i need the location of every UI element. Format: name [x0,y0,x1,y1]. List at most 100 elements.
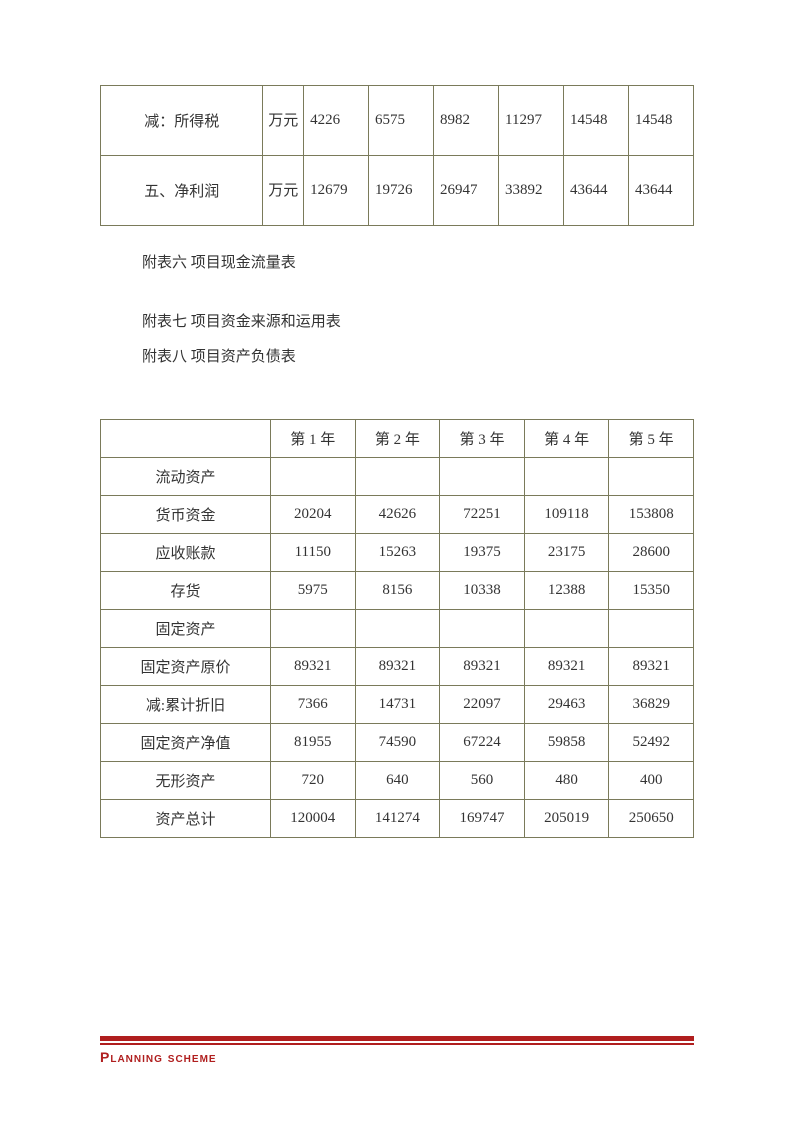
cell: 33892 [499,156,564,226]
table-row: 固定资产原价8932189321893218932189321 [101,648,694,686]
table-row: 流动资产 [101,458,694,496]
cell: 20204 [271,496,356,534]
col-header: 第 5 年 [609,420,694,458]
cell: 560 [440,762,525,800]
cell [440,458,525,496]
cell: 15263 [355,534,440,572]
caption-appendix-7: 附表七 项目资金来源和运用表 [142,309,694,336]
table-row: 应收账款1115015263193752317528600 [101,534,694,572]
page-footer: Planning scheme [100,1036,694,1065]
cell: 19726 [369,156,434,226]
cell: 52492 [609,724,694,762]
cell: 42626 [355,496,440,534]
cell: 22097 [440,686,525,724]
row-label: 固定资产净值 [101,724,271,762]
col-header: 第 2 年 [355,420,440,458]
col-header: 第 4 年 [524,420,609,458]
cell: 169747 [440,800,525,838]
caption-appendix-8: 附表八 项目资产负债表 [142,344,694,371]
cell: 480 [524,762,609,800]
cell: 74590 [355,724,440,762]
table-row: 货币资金202044262672251109118153808 [101,496,694,534]
footer-bar-thick [100,1036,694,1041]
cell: 36829 [609,686,694,724]
cell: 14548 [564,86,629,156]
cell: 14548 [628,86,693,156]
col-header: 第 1 年 [271,420,356,458]
row-label: 货币资金 [101,496,271,534]
row-label: 流动资产 [101,458,271,496]
row-label: 减：所得税 [101,86,263,156]
cell: 15350 [609,572,694,610]
caption-appendix-6: 附表六 项目现金流量表 [142,250,694,277]
col-header: 第 3 年 [440,420,525,458]
cell: 120004 [271,800,356,838]
row-label: 资产总计 [101,800,271,838]
profit-table: 减：所得税 万元 4226 6575 8982 11297 14548 1454… [100,85,694,226]
balance-sheet-table: 第 1 年 第 2 年 第 3 年 第 4 年 第 5 年 流动资产 货币资金2… [100,419,694,838]
row-label: 固定资产原价 [101,648,271,686]
cell [609,610,694,648]
cell: 153808 [609,496,694,534]
row-unit: 万元 [263,156,304,226]
table-row: 存货59758156103381238815350 [101,572,694,610]
cell: 59858 [524,724,609,762]
cell: 8156 [355,572,440,610]
cell: 72251 [440,496,525,534]
row-label: 五、净利润 [101,156,263,226]
table-row: 资产总计120004141274169747205019250650 [101,800,694,838]
cell: 12388 [524,572,609,610]
cell: 141274 [355,800,440,838]
cell [440,610,525,648]
cell: 81955 [271,724,356,762]
cell: 43644 [628,156,693,226]
row-label: 存货 [101,572,271,610]
table-row: 五、净利润 万元 12679 19726 26947 33892 43644 4… [101,156,694,226]
cell: 640 [355,762,440,800]
cell [609,458,694,496]
cell: 89321 [355,648,440,686]
cell: 89321 [609,648,694,686]
footer-bar-thin [100,1043,694,1045]
table-row: 减:累计折旧736614731220972946336829 [101,686,694,724]
table-row: 减：所得税 万元 4226 6575 8982 11297 14548 1454… [101,86,694,156]
cell: 7366 [271,686,356,724]
row-label: 固定资产 [101,610,271,648]
row-label: 无形资产 [101,762,271,800]
table-row: 固定资产 [101,610,694,648]
cell: 12679 [304,156,369,226]
cell: 4226 [304,86,369,156]
cell: 720 [271,762,356,800]
cell: 400 [609,762,694,800]
cell [271,610,356,648]
cell: 89321 [271,648,356,686]
cell [355,610,440,648]
cell [271,458,356,496]
cell: 8982 [434,86,499,156]
cell: 5975 [271,572,356,610]
cell: 11297 [499,86,564,156]
footer-text: Planning scheme [100,1049,694,1065]
row-label: 应收账款 [101,534,271,572]
table-row: 固定资产净值8195574590672245985852492 [101,724,694,762]
cell [524,458,609,496]
cell: 250650 [609,800,694,838]
cell: 14731 [355,686,440,724]
cell: 109118 [524,496,609,534]
cell: 43644 [564,156,629,226]
row-unit: 万元 [263,86,304,156]
cell: 205019 [524,800,609,838]
row-label: 减:累计折旧 [101,686,271,724]
cell: 67224 [440,724,525,762]
col-header [101,420,271,458]
cell: 11150 [271,534,356,572]
cell: 28600 [609,534,694,572]
cell: 19375 [440,534,525,572]
cell [524,610,609,648]
table-header-row: 第 1 年 第 2 年 第 3 年 第 4 年 第 5 年 [101,420,694,458]
cell: 89321 [524,648,609,686]
cell: 23175 [524,534,609,572]
cell [355,458,440,496]
cell: 89321 [440,648,525,686]
cell: 6575 [369,86,434,156]
